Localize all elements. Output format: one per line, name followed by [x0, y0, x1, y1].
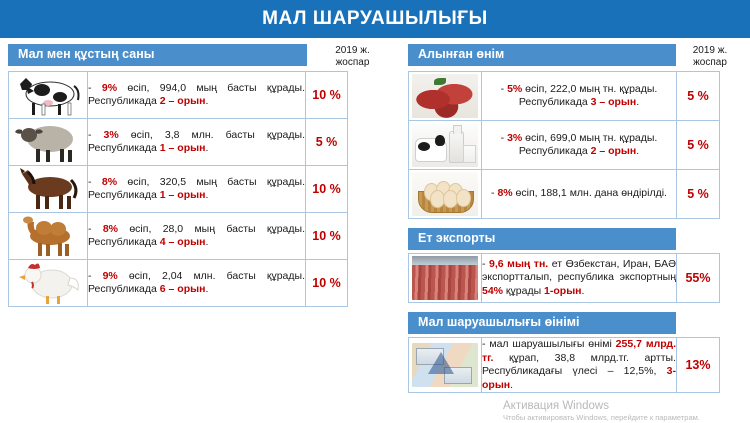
row-description: - 5% өсіп, 222,0 мың тн. құрады. Республ… [481, 71, 677, 121]
plan-caption-line2: жоспар [335, 56, 370, 68]
row-plan-value: 10 % [305, 165, 348, 213]
row-description: - мал шаруашылығы өнімі 255,7 млрд. тг. … [481, 337, 677, 393]
right-section-header: Алынған өнім 2019 ж. жоспар [408, 44, 744, 68]
livestock-count-table: - 9% өсіп, 994,0 мың басты құрады. Респу… [8, 71, 348, 307]
right-section-title: Алынған өнім [408, 44, 676, 66]
row-plan-value: 5 % [676, 169, 720, 219]
chicken-icon [9, 260, 87, 306]
row-description: - 8% өсіп, 28,0 мың басты құрады. Респуб… [87, 212, 306, 260]
table-row: - 5% өсіп, 222,0 мың тн. құрады. Республ… [408, 71, 720, 121]
table-row: - 8% өсіп, 28,0 мың басты құрады. Респуб… [8, 212, 348, 260]
left-column: Мал мен құстың саны 2019 ж. жоспар - 9% … [8, 44, 398, 307]
plan-caption-line1: 2019 ж. [335, 45, 370, 56]
row-description: - 9% өсіп, 2,04 млн. басты құрады. Респу… [87, 259, 306, 307]
milk-photo [409, 123, 481, 167]
row-description: - 3% өсіп, 699,0 мың тн. құрады. Республ… [481, 120, 677, 170]
section-table: - 5% өсіп, 222,0 мың тн. құрады. Республ… [408, 71, 720, 219]
row-description: - 8% өсіп, 320,5 мың басты құрады. Респу… [87, 165, 306, 213]
left-plan-caption: 2019 ж. жоспар [307, 44, 398, 68]
windows-activation-watermark: Активация Windows Чтобы активировать Win… [503, 400, 743, 422]
left-section-title: Мал мен құстың саны [8, 44, 307, 66]
right-section-header: Ет экспорты [408, 228, 744, 250]
row-plan-value: 10 % [305, 71, 348, 119]
plan-caption-line1: 2019 ж. [692, 45, 728, 56]
eggs-photo [409, 172, 481, 216]
table-row: - 9% өсіп, 994,0 мың басты құрады. Респу… [8, 71, 348, 119]
carcass-photo [409, 256, 481, 300]
row-image-cell [408, 169, 482, 219]
row-plan-value: 13% [676, 337, 720, 393]
table-row: - 3% өсіп, 699,0 мың тн. құрады. Республ… [408, 120, 720, 170]
table-row: - мал шаруашылығы өнімі 255,7 млрд. тг. … [408, 337, 720, 393]
row-plan-value: 55% [676, 253, 720, 303]
table-row: - 9% өсіп, 2,04 млн. басты құрады. Респу… [8, 259, 348, 307]
section-table: - 9,6 мың тн. ет Өзбекстан, Иран, БАӘ эк… [408, 253, 720, 303]
row-image-cell [408, 71, 482, 121]
left-section-header: Мал мен құстың саны 2019 ж. жоспар [8, 44, 398, 68]
row-plan-value: 5 % [676, 71, 720, 121]
right-section-header: Мал шаруашылығы өінімі [408, 312, 744, 334]
watermark-line1: Активация Windows [503, 400, 609, 412]
right-column: Алынған өнім 2019 ж. жоспар - 5% өсіп, 222,… [408, 44, 744, 393]
row-plan-value: 10 % [305, 212, 348, 260]
section-spacer [408, 219, 744, 228]
table-row: - 8% өсіп, 320,5 мың басты құрады. Респу… [8, 165, 348, 213]
page-title: МАЛ ШАРУАШЫЛЫҒЫ [262, 8, 488, 29]
right-section-title: Ет экспорты [408, 228, 676, 250]
table-row: - 8% өсіп, 188,1 млн. дана өндірілді. 5 % [408, 169, 720, 219]
money-photo [409, 343, 481, 387]
right-plan-caption: 2019 ж. жоспар [676, 44, 744, 68]
row-plan-value: 5 % [305, 118, 348, 166]
section-table: - мал шаруашылығы өнімі 255,7 млрд. тг. … [408, 337, 720, 393]
row-plan-value: 10 % [305, 259, 348, 307]
row-image-cell [8, 118, 88, 166]
plan-caption-line2: жоспар [693, 56, 727, 68]
horse-icon [9, 166, 87, 212]
sheep-icon [9, 119, 87, 165]
meat-photo [409, 74, 481, 118]
camel-icon [9, 213, 87, 259]
table-row: - 3% өсіп, 3,8 млн. басты құрады. Респуб… [8, 118, 348, 166]
row-image-cell [408, 120, 482, 170]
row-image-cell [408, 253, 482, 303]
row-description: - 8% өсіп, 188,1 млн. дана өндірілді. [481, 169, 677, 219]
row-image-cell [8, 259, 88, 307]
row-image-cell [8, 71, 88, 119]
row-plan-value: 5 % [676, 120, 720, 170]
section-spacer [408, 303, 744, 312]
row-image-cell [8, 165, 88, 213]
right-section-title: Мал шаруашылығы өінімі [408, 312, 676, 334]
row-description: - 3% өсіп, 3,8 млн. басты құрады. Респуб… [87, 118, 306, 166]
watermark-line2: Чтобы активировать Windows, перейдите к … [503, 413, 700, 422]
page-banner: МАЛ ШАРУАШЫЛЫҒЫ [0, 0, 750, 38]
row-image-cell [408, 337, 482, 393]
row-description: - 9% өсіп, 994,0 мың басты құрады. Респу… [87, 71, 306, 119]
cow-icon [9, 72, 87, 118]
row-description: - 9,6 мың тн. ет Өзбекстан, Иран, БАӘ эк… [481, 253, 677, 303]
row-image-cell [8, 212, 88, 260]
table-row: - 9,6 мың тн. ет Өзбекстан, Иран, БАӘ эк… [408, 253, 720, 303]
